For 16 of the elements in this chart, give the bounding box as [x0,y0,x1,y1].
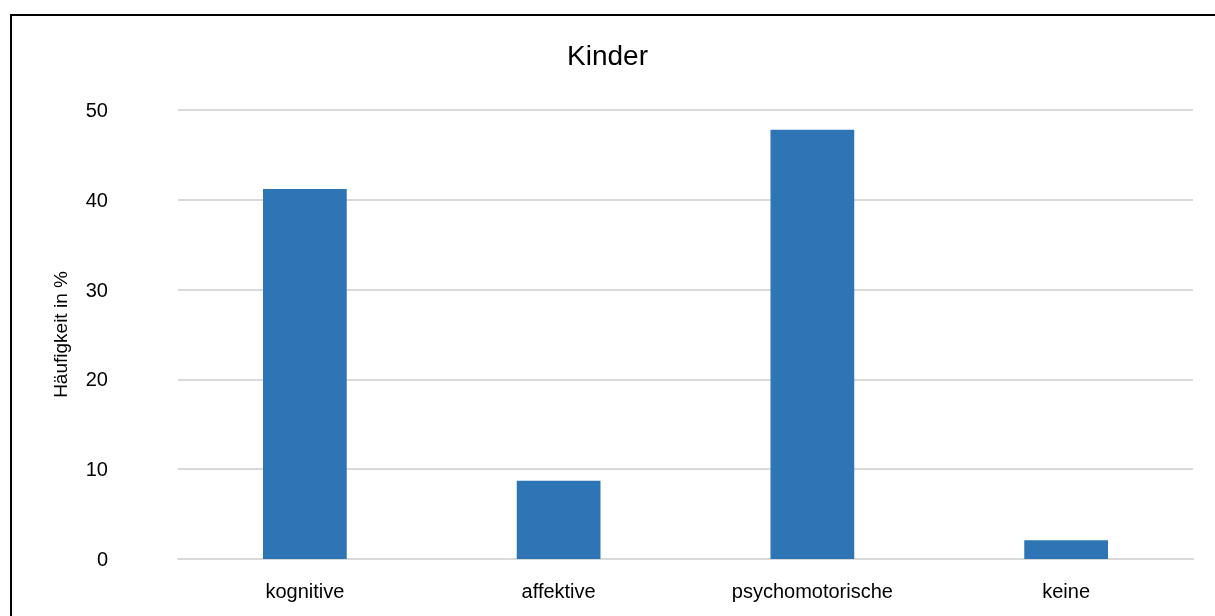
chart-title: Kinder [567,39,648,71]
x-tick-label: psychomotorische [731,580,893,602]
bar [516,480,601,559]
y-tick-label: 50 [85,99,108,121]
y-tick-label: 40 [85,188,108,211]
y-tick-label: 0 [96,548,108,570]
y-axis-title: Häufigkeit in % [50,271,71,398]
x-tick-label: keine [1042,580,1091,602]
x-tick-label: affektive [521,580,596,602]
bar [1024,540,1108,559]
bar [770,129,855,559]
y-tick-label: 30 [85,278,108,301]
y-tick-label: 20 [85,368,108,391]
x-tick-label: kognitive [265,580,345,602]
y-tick-label: 10 [85,458,108,481]
bar [263,189,347,559]
